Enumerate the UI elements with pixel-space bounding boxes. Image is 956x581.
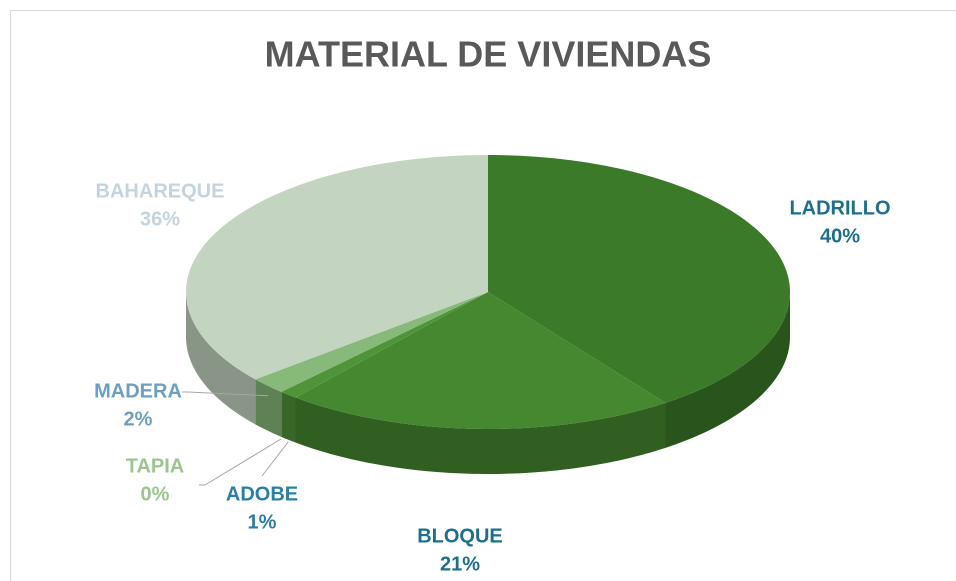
slice	[295, 292, 666, 429]
data-label-value: 0%	[141, 483, 170, 505]
slice	[488, 155, 790, 403]
slice-side	[295, 397, 666, 474]
leader-line	[182, 391, 268, 397]
data-label-name: LADRILLO	[789, 197, 890, 219]
leader-line	[261, 441, 289, 477]
slice-side	[186, 292, 256, 425]
data-label-name: BLOQUE	[417, 525, 503, 547]
data-label-name: ADOBE	[226, 483, 298, 505]
chart-title: MATERIAL DE VIVIENDAS	[265, 34, 712, 75]
leader-line	[199, 438, 282, 486]
slice-side	[281, 391, 296, 443]
chart-border	[10, 10, 956, 581]
data-label-value: 2%	[124, 408, 153, 430]
data-label-name: TAPIA	[126, 455, 185, 477]
data-label-value: 40%	[820, 225, 860, 247]
data-label-value: 36%	[140, 208, 180, 230]
slice	[281, 292, 488, 398]
slice-side	[255, 379, 282, 437]
data-label-value: 21%	[440, 553, 480, 575]
slice	[186, 155, 488, 380]
slice-side	[665, 292, 790, 448]
data-label-value: 1%	[248, 511, 277, 533]
data-label-name: MADERA	[94, 380, 182, 402]
slice	[255, 292, 488, 392]
data-label-name: BAHAREQUE	[96, 180, 225, 202]
